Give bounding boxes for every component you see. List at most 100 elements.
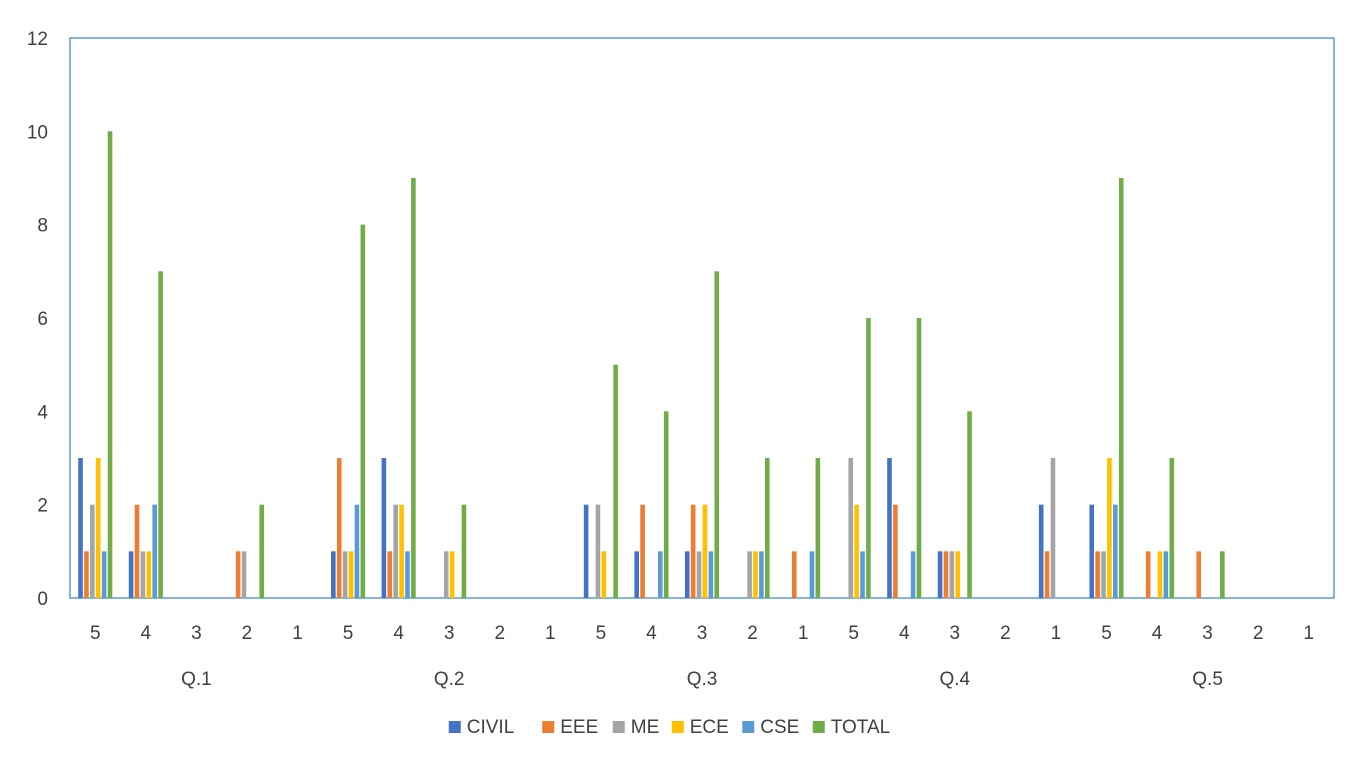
bar-cse bbox=[809, 551, 815, 598]
bar-civil bbox=[684, 551, 690, 598]
x-category-label: 2 bbox=[747, 623, 758, 644]
bar-ece bbox=[601, 551, 607, 598]
bar-me bbox=[393, 504, 398, 598]
bar-total bbox=[916, 318, 922, 598]
bar-cse bbox=[759, 551, 764, 598]
bar-eee bbox=[84, 551, 89, 598]
bar-me bbox=[1101, 551, 1106, 598]
bar-eee bbox=[387, 551, 393, 598]
x-group-label: Q.3 bbox=[687, 669, 718, 690]
bar-ece bbox=[955, 551, 961, 598]
bar-ece bbox=[1157, 551, 1163, 598]
x-axis-group-labels: Q.1 Q.2 Q.3 Q.4 Q.5 bbox=[181, 669, 1223, 690]
bar-eee bbox=[1044, 551, 1050, 598]
y-tick-label: 2 bbox=[37, 496, 48, 517]
bar-ece bbox=[449, 551, 455, 598]
bar-me bbox=[241, 551, 247, 598]
bar-cse bbox=[354, 504, 360, 598]
bar-eee bbox=[235, 551, 241, 598]
x-category-label: 1 bbox=[1303, 623, 1314, 644]
x-category-label: 4 bbox=[141, 623, 152, 644]
bar-cse bbox=[152, 504, 157, 598]
legend-label-ece: ECE bbox=[690, 717, 729, 738]
bar-eee bbox=[893, 504, 898, 598]
bar-total bbox=[815, 458, 821, 598]
bar-ece bbox=[702, 504, 708, 598]
bar-cse bbox=[657, 551, 663, 598]
legend-swatch-civil bbox=[448, 721, 461, 733]
legend-label-eee: EEE bbox=[560, 717, 598, 738]
bar-total bbox=[866, 318, 871, 598]
x-category-label: 4 bbox=[646, 623, 657, 644]
bar-civil bbox=[887, 458, 892, 598]
x-group-label: Q.4 bbox=[939, 669, 970, 690]
x-category-label: 5 bbox=[848, 623, 859, 644]
x-category-label: 2 bbox=[1000, 623, 1011, 644]
y-tick-label: 6 bbox=[37, 309, 48, 330]
x-category-label: 3 bbox=[950, 623, 961, 644]
bar-ece bbox=[399, 504, 404, 598]
x-category-label: 4 bbox=[899, 623, 910, 644]
x-category-label: 2 bbox=[242, 623, 253, 644]
bar-civil bbox=[583, 504, 589, 598]
legend-label-me: ME bbox=[631, 717, 660, 738]
bar-eee bbox=[1095, 551, 1100, 598]
x-category-label: 3 bbox=[1202, 623, 1213, 644]
legend-swatch-ece bbox=[671, 721, 684, 733]
x-axis-category-labels: 5 4 3 2 1 5 4 3 2 1 5 4 3 2 1 5 4 3 2 1 5 4 3 2 1 bbox=[90, 623, 1314, 644]
x-group-label: Q.1 bbox=[181, 669, 212, 690]
bar-total bbox=[714, 271, 720, 598]
x-category-label: 1 bbox=[545, 623, 556, 644]
bar-eee bbox=[690, 504, 696, 598]
bar-eee bbox=[336, 458, 342, 598]
bar-civil bbox=[381, 458, 387, 598]
bar-total bbox=[1220, 551, 1225, 598]
bar-total bbox=[107, 131, 113, 598]
bar-me bbox=[747, 551, 752, 598]
bar-me bbox=[949, 551, 955, 598]
bar-me bbox=[90, 504, 95, 598]
bar-me bbox=[595, 504, 601, 598]
bar-eee bbox=[640, 504, 645, 598]
x-category-label: 2 bbox=[494, 623, 505, 644]
bar-ece bbox=[348, 551, 354, 598]
y-tick-label: 8 bbox=[37, 216, 48, 237]
bar-cse bbox=[101, 551, 107, 598]
bar-total bbox=[1169, 458, 1175, 598]
bar-cse bbox=[910, 551, 916, 598]
x-category-label: 5 bbox=[1101, 623, 1112, 644]
bars-layer bbox=[78, 131, 1225, 599]
bar-total bbox=[613, 364, 618, 598]
plot-area-frame bbox=[69, 37, 1335, 599]
bar-civil bbox=[331, 551, 336, 598]
legend-swatch-cse bbox=[742, 721, 755, 733]
legend-swatch-eee bbox=[542, 721, 555, 733]
bar-ece bbox=[146, 551, 152, 598]
bar-ece bbox=[854, 504, 859, 598]
bar-me bbox=[1050, 458, 1056, 598]
bar-cse bbox=[1113, 504, 1118, 598]
x-category-label: 4 bbox=[1152, 623, 1163, 644]
bar-eee bbox=[1196, 551, 1202, 598]
bar-total bbox=[967, 411, 972, 598]
bar-total bbox=[765, 458, 770, 598]
legend-label-civil: CIVIL bbox=[467, 717, 515, 738]
legend-label-cse: CSE bbox=[760, 717, 799, 738]
bar-me bbox=[696, 551, 702, 598]
bar-ece bbox=[753, 551, 758, 598]
y-tick-label: 4 bbox=[37, 402, 48, 423]
bar-total bbox=[411, 178, 416, 598]
y-tick-label: 0 bbox=[37, 589, 48, 610]
bar-eee bbox=[1145, 551, 1151, 598]
bar-civil bbox=[1089, 504, 1095, 598]
bar-cse bbox=[405, 551, 410, 598]
bar-civil bbox=[1038, 504, 1044, 598]
x-category-label: 1 bbox=[1051, 623, 1062, 644]
bar-me bbox=[443, 551, 449, 598]
y-axis-ticks: 0 2 4 6 8 10 12 bbox=[27, 29, 49, 610]
bar-ece bbox=[95, 458, 101, 598]
x-category-label: 5 bbox=[596, 623, 607, 644]
bar-total bbox=[1118, 178, 1124, 598]
bar-cse bbox=[708, 551, 714, 598]
